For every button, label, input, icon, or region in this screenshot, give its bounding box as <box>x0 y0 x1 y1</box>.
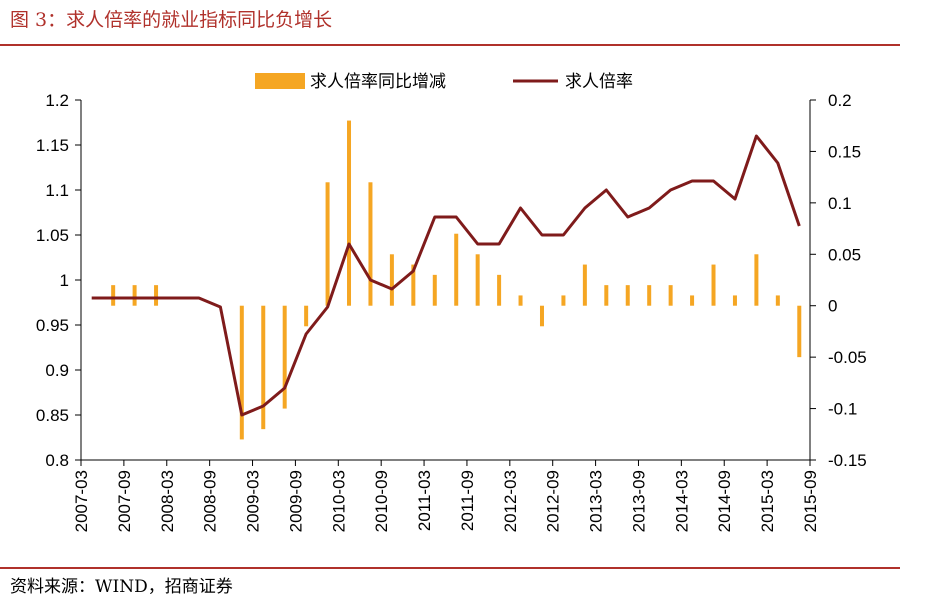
x-tick-label: 2013-03 <box>587 470 606 532</box>
series-line <box>91 134 801 417</box>
bar <box>604 285 609 306</box>
bar <box>518 295 523 306</box>
x-tick-label: 2010-09 <box>372 470 391 532</box>
x-tick-label: 2008-03 <box>158 470 177 532</box>
x-tick-label: 2015-03 <box>758 470 777 532</box>
bar <box>647 285 652 306</box>
y-left-tick-label: 0.9 <box>45 361 69 380</box>
bar <box>561 295 566 306</box>
bar <box>432 274 437 306</box>
y-right-tick-label: -0.15 <box>828 451 867 470</box>
bar <box>368 182 373 306</box>
bar <box>625 285 630 306</box>
bar <box>411 264 416 306</box>
bar <box>668 285 673 306</box>
legend-label-line: 求人倍率 <box>565 72 633 92</box>
bar <box>711 264 716 306</box>
x-tick-label: 2009-09 <box>286 470 305 532</box>
bar <box>239 305 244 440</box>
bar <box>261 305 266 430</box>
y-right-tick-label: 0.2 <box>828 91 852 110</box>
x-tick-label: 2012-09 <box>544 470 563 532</box>
x-tick-label: 2014-09 <box>715 470 734 532</box>
x-tick-label: 2015-09 <box>801 470 820 532</box>
legend-swatch-bar <box>255 73 305 89</box>
x-tick-label: 2010-03 <box>329 470 348 532</box>
x-tick-label: 2013-09 <box>629 470 648 532</box>
line-series <box>91 134 801 417</box>
y-left-tick-label: 0.8 <box>45 451 69 470</box>
y-left-tick-label: 1.1 <box>45 181 69 200</box>
bar <box>347 120 352 306</box>
y-right-tick-label: -0.1 <box>828 400 857 419</box>
bar <box>111 285 116 306</box>
y-right-tick-label: 0 <box>828 297 837 316</box>
bar <box>539 305 544 327</box>
bar <box>690 295 695 306</box>
x-tick-label: 2007-09 <box>115 470 134 532</box>
legend-label-bar: 求人倍率同比增减 <box>310 72 446 92</box>
x-tick-label: 2007-03 <box>72 470 91 532</box>
x-tick-label: 2011-09 <box>458 470 477 531</box>
x-tick-label: 2012-03 <box>501 470 520 532</box>
figure-title: 图 3：求人倍率的就业指标同比负增长 <box>10 9 333 31</box>
bar <box>797 305 802 358</box>
y-left-tick-label: 0.85 <box>36 406 69 425</box>
y-left-tick-label: 1.05 <box>36 226 69 245</box>
bar <box>389 254 394 306</box>
bar <box>454 233 459 306</box>
bar-series <box>111 120 802 440</box>
bar <box>304 305 309 327</box>
bar <box>475 254 480 306</box>
bar <box>154 285 159 306</box>
bar <box>732 295 737 306</box>
x-tick-label: 2008-09 <box>201 470 220 532</box>
chart-area: 0.8 0.85 0.9 0.95 1 1.05 1.1 1.15 1.2 -0.15 -0.1 -0… <box>36 72 867 532</box>
bar <box>754 254 759 306</box>
x-tick-label: 2009-03 <box>244 470 263 532</box>
y-right-tick-label: 0.1 <box>828 194 852 213</box>
bar <box>582 264 587 306</box>
bar <box>282 305 287 409</box>
y-right-tick-label: 0.05 <box>828 245 861 264</box>
y-left-tick-label: 0.95 <box>36 316 69 335</box>
y-left-tick-label: 1.15 <box>36 136 69 155</box>
x-tick-label: 2014-03 <box>672 470 691 532</box>
bar <box>775 295 780 306</box>
bar <box>325 182 330 306</box>
source-divider <box>0 567 900 569</box>
y-right-tick-label: -0.05 <box>828 348 867 367</box>
x-tick-label: 2011-03 <box>415 470 434 531</box>
legend: 求人倍率同比增减 求人倍率 <box>255 72 633 92</box>
y-left-tick-label: 1 <box>60 271 69 290</box>
y-right-tick-label: 0.15 <box>828 142 861 161</box>
axes-group: 0.8 0.85 0.9 0.95 1 1.05 1.1 1.15 1.2 -0.15 -0.1 -0… <box>36 91 867 532</box>
bar <box>497 274 502 306</box>
y-left-tick-label: 1.2 <box>45 91 69 110</box>
bar <box>132 285 137 306</box>
source-note: 资料来源：WIND，招商证券 <box>10 577 233 597</box>
title-divider <box>0 44 900 46</box>
